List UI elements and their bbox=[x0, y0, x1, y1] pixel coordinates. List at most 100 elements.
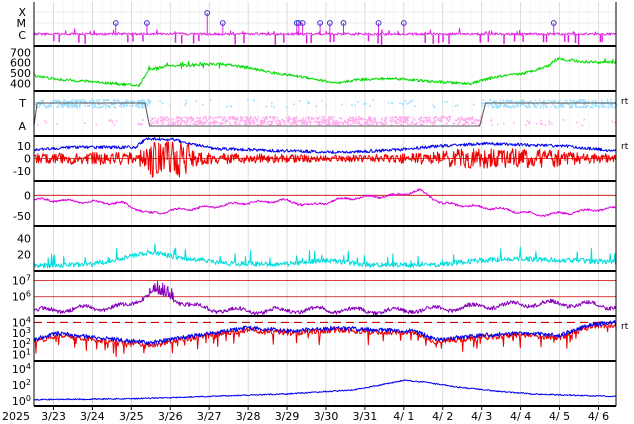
imf-direction-dot bbox=[508, 100, 510, 103]
imf-direction-dot bbox=[611, 120, 613, 123]
imf-direction-dot bbox=[198, 120, 201, 122]
imf-direction-dot bbox=[352, 117, 354, 120]
imf-direction-dot bbox=[91, 104, 94, 107]
imf-direction-dot bbox=[85, 100, 87, 103]
imf-direction-dot bbox=[113, 103, 116, 106]
imf-direction-dot bbox=[317, 121, 319, 123]
date-tick-label: 4/ 1 bbox=[393, 410, 414, 423]
imf-direction-dot bbox=[234, 121, 236, 123]
imf-direction-dot bbox=[573, 99, 575, 102]
imf-direction-dot bbox=[433, 106, 436, 108]
imf-direction-dot bbox=[586, 105, 589, 107]
imf-direction-dot bbox=[116, 119, 118, 122]
imf-direction-dot bbox=[478, 119, 481, 122]
imf-direction-dot bbox=[209, 99, 212, 101]
imf-direction-dot bbox=[375, 121, 378, 124]
imf-direction-dot bbox=[201, 123, 203, 125]
imf-direction-dot bbox=[78, 99, 81, 102]
imf-direction-dot bbox=[186, 116, 188, 119]
imf-direction-dot bbox=[423, 116, 425, 119]
flare-tick-label: M bbox=[17, 17, 27, 30]
imf-direction-dot bbox=[502, 122, 505, 125]
date-tick-label: 3/26 bbox=[158, 410, 183, 423]
electron-flux-tick-label: 107 bbox=[12, 274, 31, 288]
imf-direction-dot bbox=[407, 120, 409, 122]
imf-direction-dot bbox=[391, 121, 393, 123]
imf-direction-dot bbox=[577, 100, 580, 103]
imf-direction-dot bbox=[111, 103, 114, 106]
imf-direction-dot bbox=[139, 100, 141, 102]
imf-direction-dot bbox=[369, 121, 372, 124]
flare-event-marker bbox=[299, 20, 306, 26]
imf-direction-dot bbox=[180, 119, 183, 121]
imf-direction-dot bbox=[527, 101, 529, 103]
imf-direction-dot bbox=[366, 123, 369, 125]
imf-direction-dot bbox=[457, 123, 459, 126]
imf-direction-dot bbox=[410, 121, 413, 124]
imf-direction-dot bbox=[137, 105, 140, 108]
imf-direction-dot bbox=[83, 99, 85, 101]
imf-direction-dot bbox=[380, 122, 382, 124]
flare-xray-line bbox=[33, 27, 617, 36]
imf-direction-dot bbox=[468, 118, 471, 120]
imf-direction-dot bbox=[184, 121, 187, 124]
proton-flux-tick-label: 101 bbox=[12, 348, 31, 362]
imf-direction-dot bbox=[216, 122, 219, 124]
imf-direction-dot bbox=[272, 117, 275, 120]
imf-direction-dot bbox=[454, 119, 457, 122]
imf-direction-dot bbox=[255, 118, 257, 121]
imf-direction-dot bbox=[291, 121, 294, 123]
imf-direction-dot bbox=[601, 104, 603, 107]
imf-direction-dot bbox=[240, 118, 243, 121]
imf-direction-dot bbox=[328, 116, 330, 118]
imf-direction-dot bbox=[559, 99, 561, 101]
imf-direction-dot bbox=[390, 120, 392, 123]
imf-direction-dot bbox=[461, 116, 463, 118]
imf-direction-dot bbox=[107, 99, 110, 101]
imf-direction-dot bbox=[183, 120, 185, 122]
imf-direction-dot bbox=[239, 120, 241, 122]
imf-direction-dot bbox=[274, 119, 276, 121]
imf-direction-dot bbox=[34, 101, 37, 104]
imf-direction-dot bbox=[531, 102, 534, 105]
imf-direction-dot bbox=[56, 123, 58, 125]
wind-speed-tick-label: 500 bbox=[10, 67, 31, 80]
imf-direction-dot bbox=[391, 116, 394, 119]
imf-direction-dot bbox=[365, 121, 368, 123]
imf-direction-dot bbox=[229, 118, 232, 120]
imf-direction-dot bbox=[265, 117, 268, 120]
imf-direction-dot bbox=[372, 123, 374, 125]
imf-direction-dot bbox=[525, 106, 528, 108]
imf-direction-dot bbox=[206, 119, 208, 122]
imf-components-tick-label: 10 bbox=[17, 140, 31, 153]
imf-direction-dot bbox=[296, 120, 299, 123]
imf-direction-dot bbox=[311, 118, 313, 120]
imf-direction-dot bbox=[573, 100, 576, 103]
imf-direction-dot bbox=[523, 103, 525, 106]
imf-direction-dot bbox=[591, 106, 594, 109]
imf-direction-dot bbox=[229, 123, 232, 126]
imf-direction-dot bbox=[323, 121, 326, 124]
imf-direction-dot bbox=[295, 118, 297, 121]
imf-direction-dot bbox=[305, 122, 308, 125]
imf-direction-dot bbox=[405, 102, 408, 105]
imf-direction-dot bbox=[467, 123, 470, 126]
imf-direction-dot bbox=[141, 104, 143, 106]
imf-direction-dot bbox=[203, 122, 205, 125]
date-tick-label: 3/25 bbox=[119, 410, 144, 423]
imf-direction-dot bbox=[487, 104, 490, 107]
imf-direction-dot bbox=[591, 103, 594, 106]
imf-direction-dot bbox=[125, 104, 128, 107]
imf-direction-dot bbox=[117, 99, 119, 101]
imf-direction-dot bbox=[161, 123, 164, 126]
imf-direction-dot bbox=[400, 119, 403, 121]
imf-direction-dot bbox=[260, 121, 262, 124]
imf-bt-line bbox=[33, 137, 617, 154]
imf-direction-dot bbox=[321, 122, 324, 125]
imf-direction-dot bbox=[269, 123, 271, 126]
imf-direction-dot bbox=[576, 106, 578, 108]
imf-direction-dot bbox=[88, 104, 90, 107]
imf-direction-dot bbox=[527, 122, 530, 125]
imf-direction-dot bbox=[145, 102, 147, 104]
imf-direction-dot bbox=[172, 119, 175, 121]
